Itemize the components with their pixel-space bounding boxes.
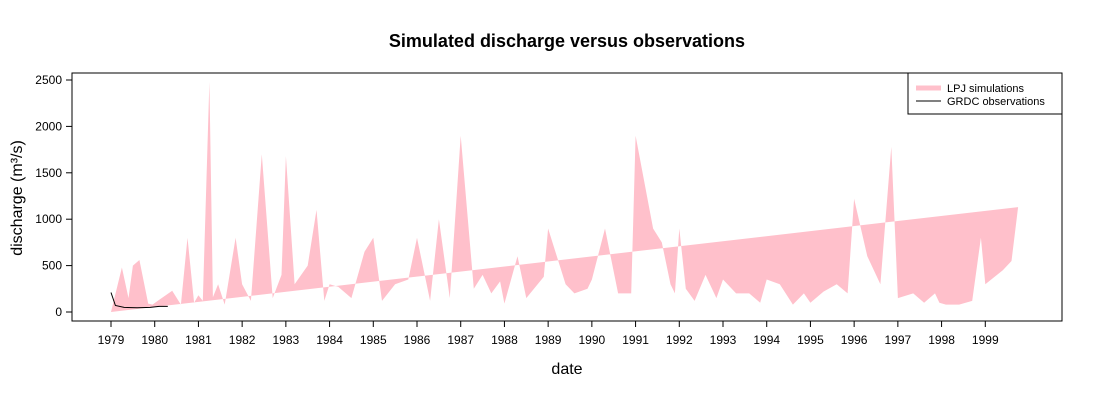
x-tick-label: 1996 <box>841 333 868 347</box>
chart-title: Simulated discharge versus observations <box>389 31 745 51</box>
x-tick-label: 1989 <box>535 333 562 347</box>
x-tick-label: 1985 <box>360 333 387 347</box>
series-layer <box>110 81 1019 313</box>
y-axis-label: discharge (m³/s) <box>9 140 26 256</box>
y-tick-label: 500 <box>42 259 62 273</box>
x-tick-label: 1986 <box>404 333 431 347</box>
x-tick-label: 1982 <box>229 333 256 347</box>
x-tick-label: 1987 <box>447 333 474 347</box>
x-tick-label: 1990 <box>579 333 606 347</box>
x-tick-label: 1980 <box>141 333 168 347</box>
x-tick-label: 1991 <box>622 333 649 347</box>
x-tick-label: 1979 <box>98 333 125 347</box>
x-tick-label: 1983 <box>273 333 300 347</box>
legend-label-observations: GRDC observations <box>947 96 1045 108</box>
x-tick-label: 1992 <box>666 333 693 347</box>
y-tick-label: 0 <box>55 305 62 319</box>
x-tick-label: 1984 <box>316 333 343 347</box>
legend: LPJ simulations GRDC observations <box>907 72 1063 115</box>
x-tick-label: 1997 <box>885 333 912 347</box>
y-tick-label: 1000 <box>35 212 62 226</box>
x-axis: 1979 1980 1981 1982 1983 1984 1985 1986 1987 1988… <box>98 320 999 347</box>
y-axis: 0 500 1000 1500 2000 2500 <box>35 73 73 319</box>
legend-label-simulations: LPJ simulations <box>947 83 1025 95</box>
series-line-observations <box>110 292 168 309</box>
x-tick-label: 1981 <box>185 333 212 347</box>
legend-box <box>907 72 1063 115</box>
x-tick-label: 1999 <box>972 333 999 347</box>
x-tick-label: 1988 <box>491 333 518 347</box>
x-tick-label: 1995 <box>797 333 824 347</box>
y-tick-label: 2000 <box>35 119 62 133</box>
x-tick-label: 1998 <box>928 333 955 347</box>
y-tick-label: 1500 <box>35 166 62 180</box>
x-axis-label: date <box>551 361 582 378</box>
x-tick-label: 1994 <box>753 333 780 347</box>
y-tick-label: 2500 <box>35 73 62 87</box>
x-tick-label: 1993 <box>710 333 737 347</box>
series-band-simulations <box>111 81 1019 313</box>
